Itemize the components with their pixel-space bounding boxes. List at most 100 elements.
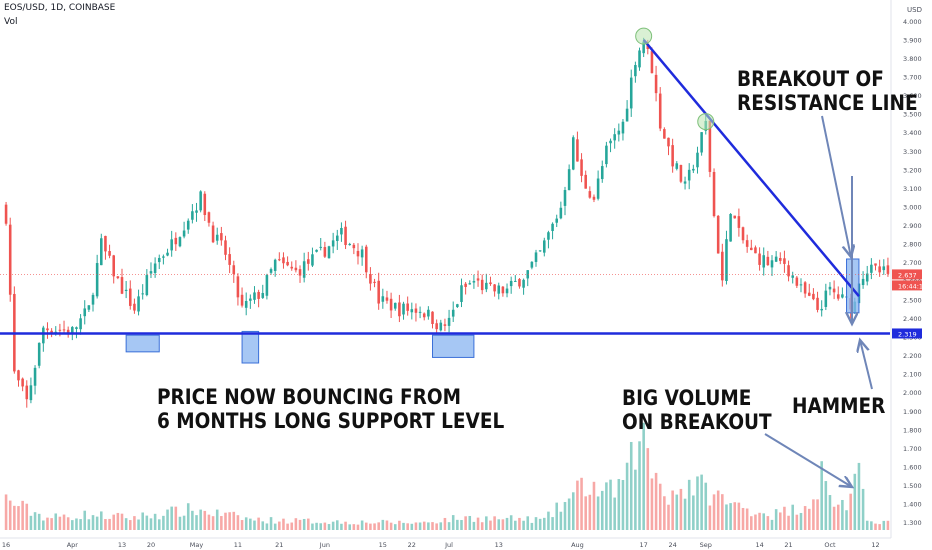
candle-body xyxy=(141,293,144,295)
price-tick-label: 3.100 xyxy=(903,185,922,193)
volume-bar xyxy=(605,482,608,530)
volume-bar xyxy=(567,498,571,530)
time-tick-label: Jul xyxy=(444,541,453,549)
candle-body xyxy=(816,297,819,310)
candle-body xyxy=(124,289,128,291)
volume-bar xyxy=(356,524,360,530)
volume-indicator-label[interactable]: Vol xyxy=(4,17,18,27)
volume-bar xyxy=(766,516,770,530)
candle-body xyxy=(298,269,302,276)
candle-body xyxy=(832,288,836,293)
candle-body xyxy=(356,250,360,257)
volume-bar xyxy=(625,462,629,530)
candle-body xyxy=(128,288,132,306)
volume-bar xyxy=(137,519,140,530)
volume-bar xyxy=(331,521,335,530)
volume-annotation: BIG VOLUME ON BREAKOUT xyxy=(622,386,772,434)
price-tick-label: 1.400 xyxy=(903,501,922,509)
volume-bar xyxy=(530,522,534,530)
volume-bar xyxy=(493,516,496,530)
volume-bar xyxy=(170,506,173,530)
price-tick-label: 3.900 xyxy=(903,36,922,44)
volume-bar xyxy=(95,516,99,530)
volume-bar xyxy=(443,517,447,530)
candle-body xyxy=(302,261,306,278)
candle-body xyxy=(836,294,840,299)
volume-bar xyxy=(352,524,356,530)
candle-body xyxy=(617,130,621,135)
volume-bar xyxy=(663,496,666,530)
price-axis[interactable]: USD 4.000 3.900 3.800 3.700 3.600 3.500 3.400 3.… xyxy=(890,0,927,538)
volume-bar xyxy=(224,512,227,530)
time-axis[interactable]: 16 Apr 13 20 May 11 21 Jun 15 22 Jul 13 Aug 17 24 Sep 14… xyxy=(0,537,891,549)
volume-bar xyxy=(4,494,8,530)
candle-body xyxy=(33,367,37,386)
candle-body xyxy=(716,215,720,254)
drawn-lines xyxy=(0,27,890,487)
volume-bar xyxy=(100,511,103,530)
volume-bar xyxy=(348,524,351,530)
volume-bar xyxy=(679,488,683,530)
price-tick-label: 3.400 xyxy=(903,129,922,137)
candle-body xyxy=(472,281,476,283)
price-tick-label: 2.900 xyxy=(903,222,922,230)
candle-body xyxy=(236,276,240,298)
candle-body xyxy=(83,308,87,317)
candle-body xyxy=(249,298,252,301)
peak-marker xyxy=(697,113,715,131)
volume-bar xyxy=(13,505,16,530)
volume-bar xyxy=(410,523,414,530)
candle-body xyxy=(385,297,389,301)
support-zone xyxy=(125,334,160,353)
time-tick-label: May xyxy=(190,541,204,549)
candle-body xyxy=(174,237,178,245)
time-tick-label: 17 xyxy=(640,541,648,549)
volume-bar xyxy=(741,507,745,530)
volume-bar xyxy=(721,494,724,530)
candle-body xyxy=(364,246,368,273)
volume-bar xyxy=(83,510,87,530)
volume-bar xyxy=(547,511,550,530)
candle-body xyxy=(116,276,120,279)
price-tick-label: 3.300 xyxy=(903,148,922,156)
candle-body xyxy=(95,263,99,297)
volume-bar xyxy=(654,472,658,530)
candle-body xyxy=(708,120,712,172)
volume-bar xyxy=(128,520,132,530)
candle-body xyxy=(671,145,674,167)
candle-body xyxy=(642,41,645,54)
volume-bar xyxy=(145,515,149,530)
volume-bar xyxy=(393,524,397,530)
candle-body xyxy=(886,265,890,274)
candle-body xyxy=(534,252,538,262)
candle-body xyxy=(336,235,339,241)
candle-body xyxy=(42,327,45,344)
candle-body xyxy=(650,51,654,74)
candle-body xyxy=(195,210,198,213)
volume-bar xyxy=(79,519,82,530)
candle-body xyxy=(199,191,202,211)
candle-body xyxy=(265,275,269,296)
candle-body xyxy=(592,196,596,200)
candle-body xyxy=(460,285,463,302)
candle-body xyxy=(571,137,575,170)
symbol-title[interactable]: EOS/USD, 1D, COINBASE xyxy=(4,3,116,13)
volume-bar xyxy=(286,523,289,530)
candle-body xyxy=(112,255,115,277)
price-tick-label: 1.500 xyxy=(903,482,922,490)
volume-bar xyxy=(311,523,314,530)
volume-bar xyxy=(37,513,41,530)
volume-bar xyxy=(294,518,298,530)
volume-annotation-line-2: ON BREAKOUT xyxy=(622,410,772,434)
volume-bar xyxy=(298,519,302,530)
volume-bar xyxy=(820,461,823,530)
volume-bar xyxy=(207,514,211,530)
price-tick-label: 2.100 xyxy=(903,371,922,379)
volume-bar xyxy=(613,497,616,530)
volume-bar xyxy=(559,511,563,530)
candle-body xyxy=(393,302,397,309)
volume-bar xyxy=(799,512,803,530)
candle-body xyxy=(750,247,753,251)
candle-body xyxy=(588,191,592,198)
